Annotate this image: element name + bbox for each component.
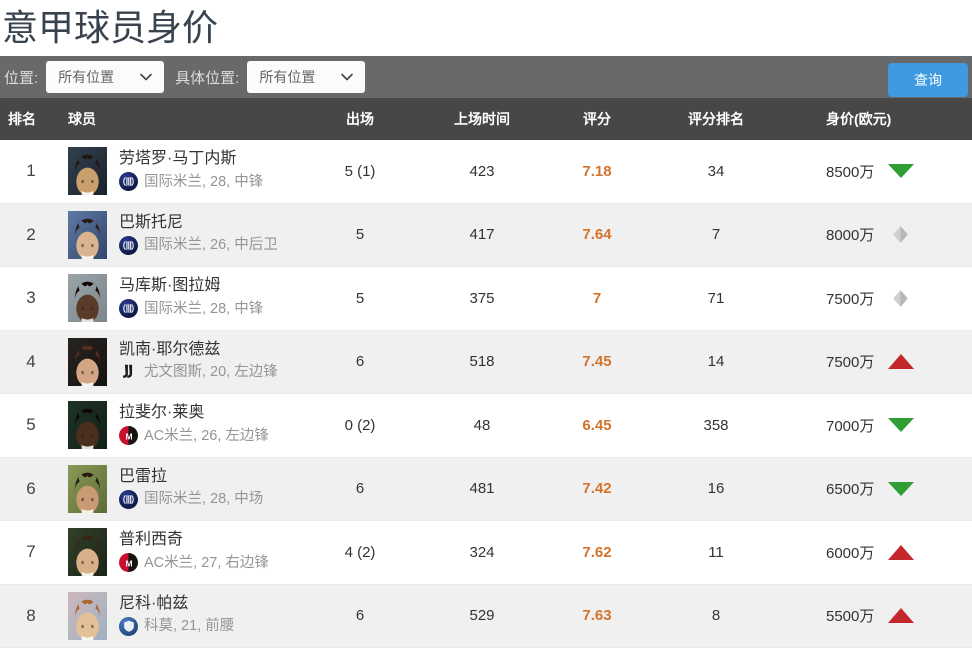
svg-text:M: M xyxy=(125,431,132,441)
svg-text:M: M xyxy=(125,558,132,568)
